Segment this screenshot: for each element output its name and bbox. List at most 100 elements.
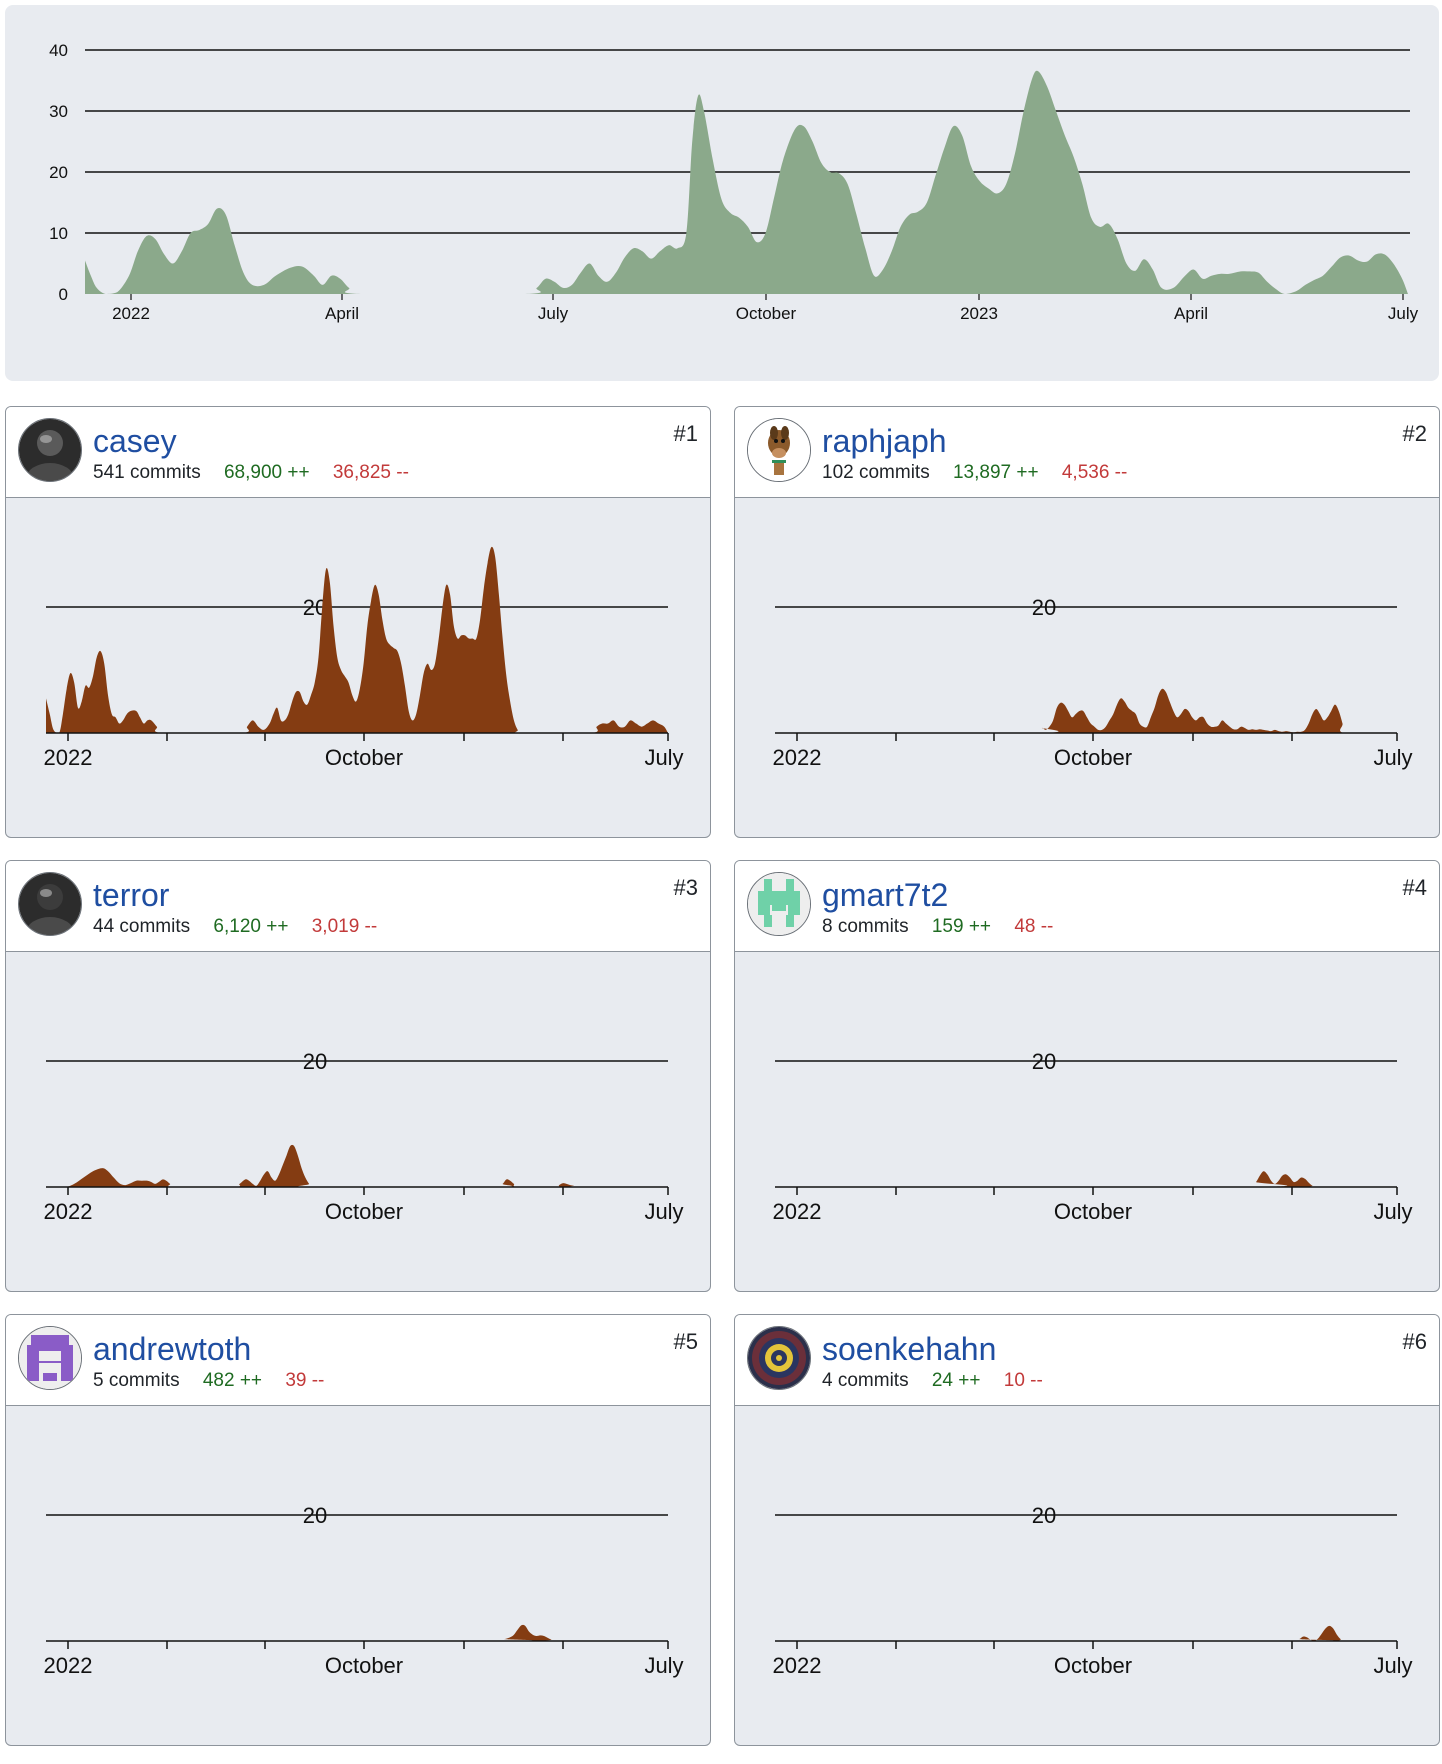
x-tick-label: July (644, 1199, 683, 1224)
x-tick-label: April (325, 304, 359, 323)
contributor-header: gmart7t2 8 commits 159 ++ 48 -- #4 (735, 861, 1439, 952)
contributor-stats: 44 commits 6,120 ++ 3,019 -- (93, 915, 395, 939)
avatar[interactable] (18, 872, 82, 936)
avatar[interactable] (18, 1326, 82, 1390)
y-tick-label: 40 (49, 41, 68, 60)
y-tick-label: 30 (49, 102, 68, 121)
x-tick-label: October (736, 304, 797, 323)
x-tick-label: 2022 (112, 304, 150, 323)
x-tick-label: July (1373, 1653, 1412, 1678)
photo-person-avatar-icon (19, 873, 81, 935)
x-tick-label: July (538, 304, 569, 323)
commit-count: 541 commits (93, 462, 201, 483)
contributor-rank: #6 (1402, 1329, 1427, 1354)
x-tick-label: July (1388, 304, 1419, 323)
identicon-avatar-icon (748, 873, 810, 935)
x-tick-label: 2022 (44, 745, 93, 770)
avatar[interactable] (18, 418, 82, 482)
x-tick-label: July (644, 1653, 683, 1678)
contributor-username-link[interactable]: casey (93, 423, 177, 459)
contributor-username-link[interactable]: raphjaph (822, 423, 947, 459)
contributor-header: terror 44 commits 6,120 ++ 3,019 -- #3 (6, 861, 710, 952)
avatar[interactable] (747, 418, 811, 482)
contributor-header: andrewtoth 5 commits 482 ++ 39 -- #5 (6, 1315, 710, 1406)
x-tick-label: October (1054, 745, 1132, 770)
commit-area (775, 1625, 1397, 1641)
y-tick-label: 20 (1032, 1049, 1056, 1074)
additions-count: 159 ++ (931, 916, 992, 937)
x-tick-label: July (1373, 1199, 1412, 1224)
x-tick-label: October (1054, 1653, 1132, 1678)
overview-commit-chart: 0 10 20 30 40 2022 April July October 2023 April Ju… (49, 41, 1419, 323)
deletions-count: 36,825 -- (332, 462, 409, 483)
contributor-username-link[interactable]: terror (93, 877, 170, 913)
x-tick-label: July (1373, 745, 1412, 770)
y-tick-label: 20 (1032, 595, 1056, 620)
contributor-card: terror 44 commits 6,120 ++ 3,019 -- #3 2… (5, 860, 711, 1292)
commit-area (85, 70, 1408, 294)
contributor-stats: 5 commits 482 ++ 39 -- (93, 1369, 342, 1393)
contributor-rank: #3 (673, 875, 698, 900)
deletions-count: 10 -- (1003, 1370, 1043, 1391)
contributor-username-link[interactable]: soenkehahn (822, 1331, 997, 1367)
contributor-commit-chart: 20 2022 October July (44, 1049, 684, 1224)
x-tick-label: 2022 (773, 1199, 822, 1224)
overview-chart-panel: 0 10 20 30 40 2022 April July October 2023 April Ju… (5, 5, 1439, 381)
additions-count: 68,900 ++ (223, 462, 310, 483)
x-tick-label: April (1174, 304, 1208, 323)
contributor-header: raphjaph 102 commits 13,897 ++ 4,536 -- … (735, 407, 1439, 498)
contributor-commit-chart: 20 2022 October July (773, 1049, 1413, 1224)
commit-area (775, 688, 1397, 733)
commit-area (46, 546, 668, 733)
contributor-stats: 102 commits 13,897 ++ 4,536 -- (822, 461, 1145, 485)
commit-count: 44 commits (93, 916, 191, 937)
commit-count: 102 commits (822, 462, 930, 483)
x-tick-label: 2022 (773, 1653, 822, 1678)
commit-area (46, 1144, 668, 1187)
x-tick-label: 2022 (773, 745, 822, 770)
x-tick-label: October (325, 1199, 403, 1224)
deletions-count: 48 -- (1014, 916, 1054, 937)
y-tick-label: 20 (49, 163, 68, 182)
x-tick-label: October (325, 1653, 403, 1678)
deletions-count: 4,536 -- (1061, 462, 1128, 483)
contributor-rank: #2 (1402, 421, 1427, 446)
contributor-header: casey 541 commits 68,900 ++ 36,825 -- #1 (6, 407, 710, 498)
contributor-commit-chart: 20 2022 October July (773, 595, 1413, 770)
contributor-stats: 4 commits 24 ++ 10 -- (822, 1369, 1061, 1393)
commit-count: 5 commits (93, 1370, 180, 1391)
contributor-card: soenkehahn 4 commits 24 ++ 10 -- #6 20 20… (734, 1314, 1440, 1746)
contributor-username-link[interactable]: andrewtoth (93, 1331, 252, 1367)
contributor-commit-chart: 20 2022 October July (773, 1503, 1413, 1678)
x-tick-label: 2022 (44, 1199, 93, 1224)
contributor-stats: 541 commits 68,900 ++ 36,825 -- (93, 461, 427, 485)
commit-count: 8 commits (822, 916, 909, 937)
contributor-card: gmart7t2 8 commits 159 ++ 48 -- #4 20 202… (734, 860, 1440, 1292)
avatar[interactable] (747, 872, 811, 936)
additions-count: 6,120 ++ (213, 916, 289, 937)
contributor-card: andrewtoth 5 commits 482 ++ 39 -- #5 20 2… (5, 1314, 711, 1746)
x-tick-label: 2022 (44, 1653, 93, 1678)
commit-area (46, 1624, 668, 1641)
contributor-card: raphjaph 102 commits 13,897 ++ 4,536 -- … (734, 406, 1440, 838)
additions-count: 24 ++ (931, 1370, 981, 1391)
cartoon-dog-avatar-icon (748, 419, 810, 481)
y-tick-label: 0 (59, 285, 68, 304)
contributor-username-link[interactable]: gmart7t2 (822, 877, 949, 913)
identicon-avatar-icon (19, 1327, 81, 1389)
deletions-count: 39 -- (285, 1370, 325, 1391)
contributor-rank: #1 (673, 421, 698, 446)
photo-person-avatar-icon (19, 419, 81, 481)
y-tick-label: 20 (1032, 1503, 1056, 1528)
avatar[interactable] (747, 1326, 811, 1390)
x-tick-label: 2023 (960, 304, 998, 323)
additions-count: 482 ++ (202, 1370, 263, 1391)
commit-area (775, 1171, 1397, 1187)
y-tick-label: 20 (303, 1049, 327, 1074)
x-tick-label: October (1054, 1199, 1132, 1224)
commit-count: 4 commits (822, 1370, 909, 1391)
contributor-card: casey 541 commits 68,900 ++ 36,825 -- #1… (5, 406, 711, 838)
additions-count: 13,897 ++ (952, 462, 1039, 483)
